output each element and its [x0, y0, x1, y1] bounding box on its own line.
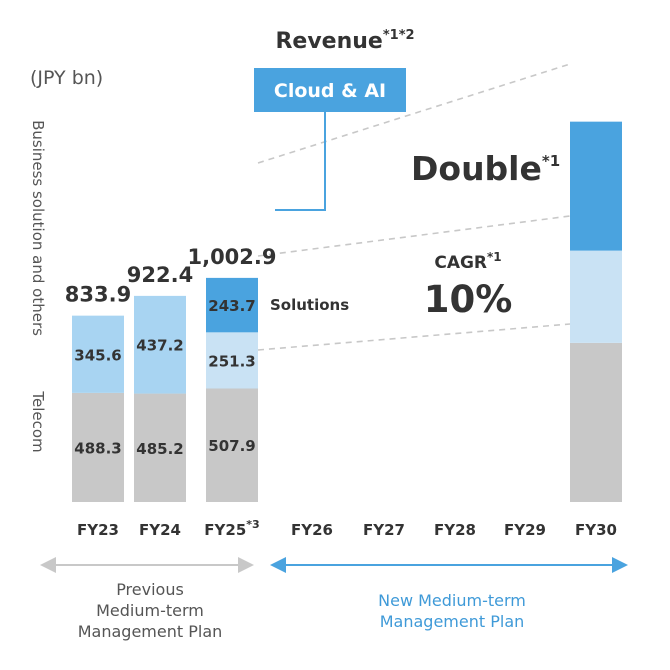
unit-label: (JPY bn)	[30, 67, 103, 89]
guide-line-telecom	[257, 323, 571, 351]
data-label-cloud_ai-fy25: 243.7	[208, 297, 255, 315]
bar-telecom-fy25	[206, 388, 258, 502]
plan-label-0-line-2: Management Plan	[78, 622, 223, 641]
y-group-label-telecom: Telecom	[29, 390, 47, 452]
x-tick-label-fy25: FY25*3	[204, 518, 259, 539]
cagr-label: CAGR*1	[434, 250, 501, 273]
data-label-business-fy24: 437.2	[136, 337, 183, 355]
cagr-superscript: *1	[487, 250, 502, 264]
bar-telecom-fy23	[72, 392, 124, 502]
chart-title: Revenue*1*2	[275, 28, 414, 54]
bar-solutions-fy30	[570, 250, 622, 343]
x-tick-label-fy28: FY28	[434, 521, 476, 539]
guide-line-solutions	[257, 215, 571, 257]
bar-business-fy23	[72, 315, 124, 393]
x-tick-label-fy23: FY23	[77, 521, 119, 539]
labels-layer: 488.3 345.6 833.9 FY23 485.2 437.2 922.4 FY24 50…	[65, 245, 617, 539]
bar-telecom-fy24	[134, 393, 186, 502]
total-label-fy25: 1,002.9	[187, 245, 276, 269]
data-label-telecom-fy24: 485.2	[136, 440, 183, 458]
double-superscript: *1	[542, 152, 560, 170]
cagr-text: CAGR	[434, 253, 487, 273]
x-tick-label-fy24: FY24	[139, 521, 181, 539]
plan-label-1-line-0: New Medium-term	[378, 591, 526, 610]
solutions-label: Solutions	[270, 296, 349, 314]
total-label-fy23: 833.9	[65, 283, 131, 307]
bar-telecom-fy30	[570, 342, 622, 502]
bar-cloud_ai-fy30	[570, 121, 622, 251]
cloud-ai-connector	[275, 112, 326, 211]
cagr-value: 10%	[424, 278, 513, 321]
dashed-guides	[257, 63, 571, 351]
plan-label-0-line-1: Medium-term	[96, 601, 204, 620]
chart-title-superscript: *1*2	[383, 28, 415, 43]
x-tick-label-fy27: FY27	[363, 521, 405, 539]
bar-solutions-fy25	[206, 332, 258, 389]
bar-cloud_ai-fy25	[206, 277, 258, 333]
double-text: Double	[411, 149, 542, 188]
plan-labels: Previous Medium-term Management Plan New Me…	[78, 580, 526, 641]
bar-business-fy24	[134, 295, 186, 394]
data-label-solutions-fy25: 251.3	[208, 352, 255, 370]
total-label-fy24: 922.4	[127, 263, 193, 287]
data-label-telecom-fy25: 507.9	[208, 437, 255, 455]
y-group-label-business: Business solution and others	[29, 120, 47, 336]
chart-title-text: Revenue	[275, 29, 382, 54]
cloud-ai-box	[254, 68, 406, 112]
cloud-ai-box-label: Cloud & AI	[274, 80, 386, 102]
x-tick-label-fy30: FY30	[575, 521, 617, 539]
x-tick-label-fy29: FY29	[504, 521, 546, 539]
double-annotation: Double*1	[411, 149, 560, 188]
data-label-business-fy23: 345.6	[74, 346, 121, 364]
plan-label-1-line-1: Management Plan	[380, 612, 525, 631]
x-tick-label-fy26: FY26	[291, 521, 333, 539]
plan-label-0-line-0: Previous	[116, 580, 184, 599]
data-label-telecom-fy23: 488.3	[74, 439, 121, 457]
bars-layer	[72, 121, 622, 502]
